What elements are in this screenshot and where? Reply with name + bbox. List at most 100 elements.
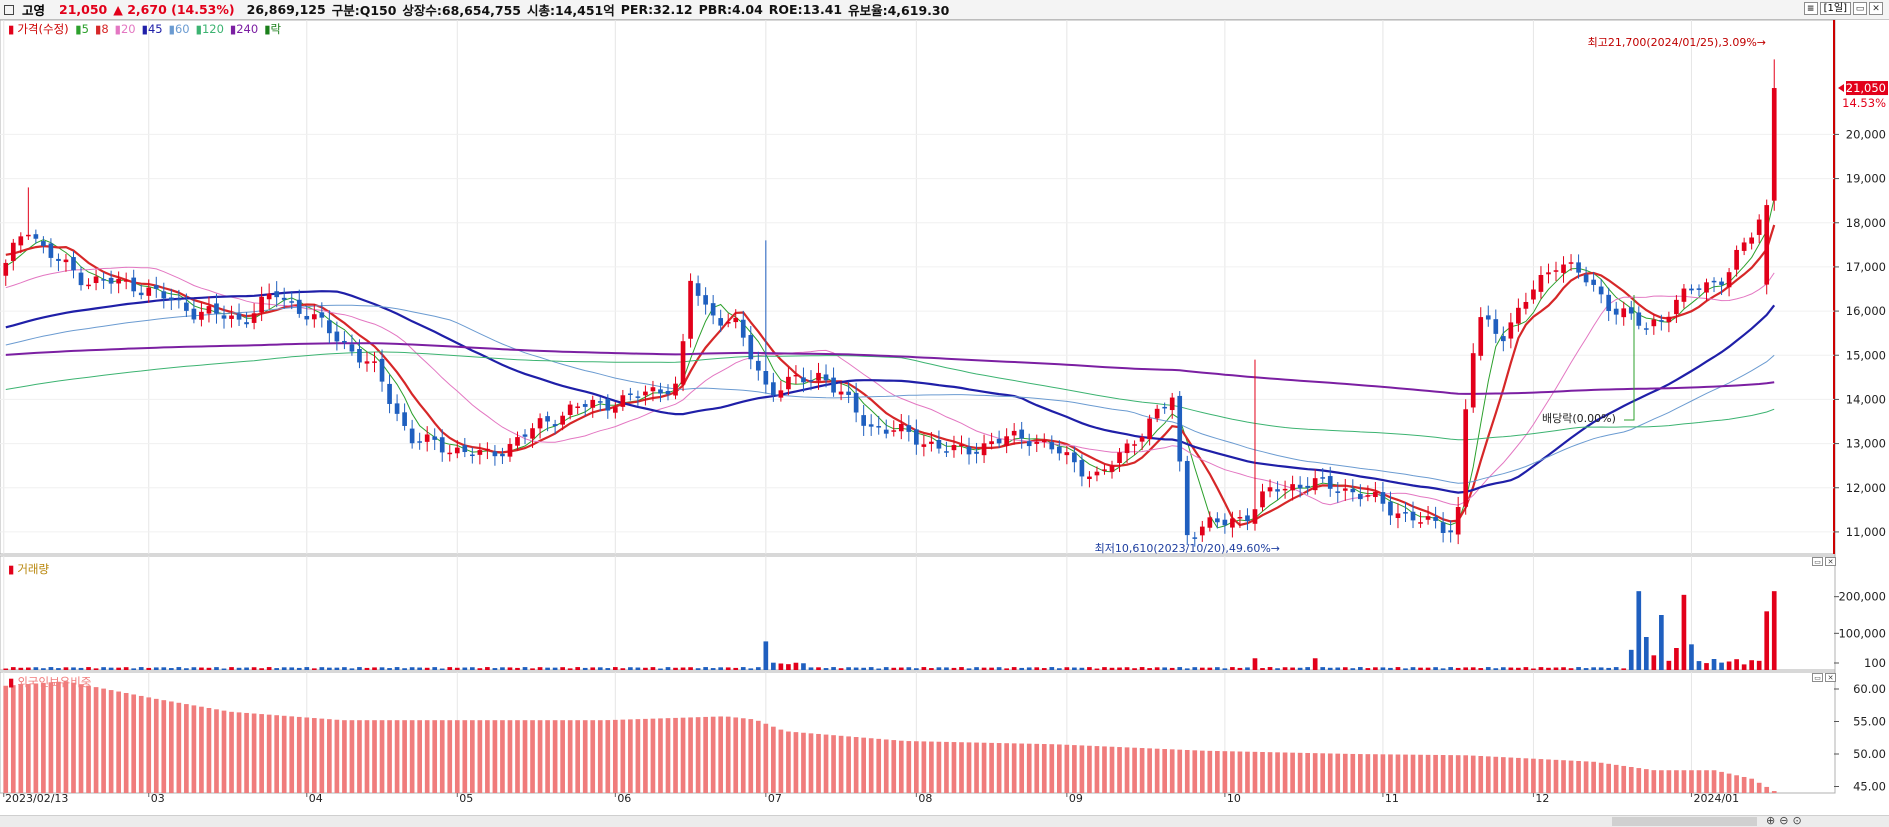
candle-body [116, 278, 121, 284]
pbr-info: PBR:4.04 [698, 2, 763, 17]
settings-icon[interactable]: ≡ [1803, 2, 1818, 15]
ma-legend-2[interactable]: ▮20 [115, 22, 139, 36]
candle-body [748, 335, 754, 360]
volume-bar [725, 667, 731, 670]
volume-bar [688, 667, 693, 670]
volume-bar [485, 667, 490, 670]
volume-bar [658, 668, 663, 670]
volume-bar [771, 662, 776, 670]
candle-body [891, 430, 897, 432]
scrollbar-thumb[interactable] [1612, 817, 1757, 826]
foreign-bar [387, 720, 392, 793]
candle-body [1094, 471, 1100, 476]
volume-bar [138, 667, 144, 670]
volume-legend: ▮ 거래량 [8, 561, 52, 577]
volume-bar [1628, 649, 1634, 670]
foreign-bar [628, 719, 633, 793]
foreign-bar [289, 716, 295, 793]
foreign-bar [1651, 770, 1657, 793]
candle-body [1320, 477, 1326, 479]
per-info: PER:32.12 [620, 2, 693, 17]
volume-bar [1561, 667, 1566, 670]
zoom-controls: ⊕ ⊖ ⊙ [1766, 814, 1802, 827]
roe-info: ROE:13.41 [768, 2, 843, 17]
foreign-bar [439, 720, 445, 793]
volume-bar [635, 667, 641, 670]
pane-minimize-icon[interactable]: ▭ [1812, 673, 1823, 682]
foreign-bar [1260, 752, 1265, 793]
foreign-bar [1290, 752, 1295, 793]
foreign-bar [1237, 751, 1243, 793]
foreign-bar [507, 720, 513, 793]
foreign-bar [643, 718, 648, 793]
foreign-legend-label[interactable]: 외국인보유비중 [17, 675, 92, 689]
volume-y-tick-label: 100,000 [1838, 626, 1886, 640]
candle-body [379, 358, 385, 382]
price-legend-label[interactable]: 가격(수정) [17, 22, 69, 36]
price-y-tick-label: 17,000 [1846, 260, 1886, 274]
candle-body [1019, 429, 1025, 439]
x-tick-label: 2023/02/13 [5, 792, 68, 805]
foreign-bar [1704, 770, 1709, 793]
zoom-reset-icon[interactable]: ⊙ [1792, 814, 1802, 827]
minimize-icon[interactable]: ▭ [1853, 2, 1867, 15]
volume-bar [168, 668, 174, 670]
pane-close-icon[interactable]: ✕ [1825, 557, 1836, 566]
candle-body [1598, 286, 1604, 295]
ma-legend-0[interactable]: ▮5 [75, 22, 92, 36]
volume-bar [500, 667, 505, 670]
stock-name[interactable]: 고영 [22, 3, 46, 18]
candle-body [763, 371, 769, 385]
ma-legend-label: 20 [120, 22, 136, 36]
foreign-bar [1749, 778, 1754, 793]
ma-legend-3[interactable]: ▮45 [142, 22, 166, 36]
foreign-bar [1102, 746, 1107, 793]
candle-body [10, 242, 16, 261]
candle-body [71, 257, 76, 271]
period-button[interactable]: [1일] [1819, 2, 1851, 15]
candle-body [319, 312, 325, 318]
volume-bar [778, 663, 784, 670]
close-icon[interactable]: ✕ [1869, 2, 1883, 15]
candle-body [1388, 501, 1393, 516]
volume-bar [966, 668, 972, 670]
volume-bar [153, 667, 159, 670]
foreign-bar [1373, 754, 1378, 793]
volume-bar [1704, 663, 1709, 670]
foreign-bar [883, 739, 889, 793]
candle-body [590, 399, 596, 408]
foreign-bar [1576, 760, 1581, 793]
pane-close-icon[interactable]: ✕ [1825, 673, 1836, 682]
volume-bar [424, 667, 430, 670]
candle-body [432, 436, 438, 440]
foreign-bar [41, 682, 46, 793]
volume-bar [379, 667, 385, 670]
volume-bar [703, 667, 708, 670]
ma-legend-marker: ▮ [168, 22, 175, 36]
zoom-in-icon[interactable]: ⊕ [1766, 814, 1776, 827]
candle-body [1538, 274, 1544, 292]
ma-legend-4[interactable]: ▮60 [169, 22, 193, 36]
ma-legend-6[interactable]: ▮240 [230, 22, 261, 36]
pane-minimize-icon[interactable]: ▭ [1812, 557, 1823, 566]
volume-bar [808, 667, 814, 670]
foreign-bar [1327, 753, 1333, 793]
volume-bar [1455, 667, 1461, 670]
candle-body [1139, 437, 1145, 442]
volume-bar [1260, 668, 1265, 670]
ma-legend-5[interactable]: ▮120 [196, 22, 227, 36]
zoom-out-icon[interactable]: ⊖ [1779, 814, 1789, 827]
volume-bar [868, 667, 874, 670]
volume-bar [311, 668, 317, 670]
volume-bar [1546, 667, 1551, 670]
chart-scrollbar[interactable] [0, 815, 1889, 827]
foreign-bar [1245, 751, 1250, 793]
candle-body [1410, 511, 1416, 521]
volume-legend-label[interactable]: 거래량 [17, 562, 50, 576]
foreign-bar [929, 741, 934, 793]
ma-legend-1[interactable]: ▮8 [95, 22, 112, 36]
foreign-bar [244, 712, 249, 793]
ma-legend-7[interactable]: ▮락 [264, 22, 284, 36]
foreign-bar [1523, 758, 1529, 793]
